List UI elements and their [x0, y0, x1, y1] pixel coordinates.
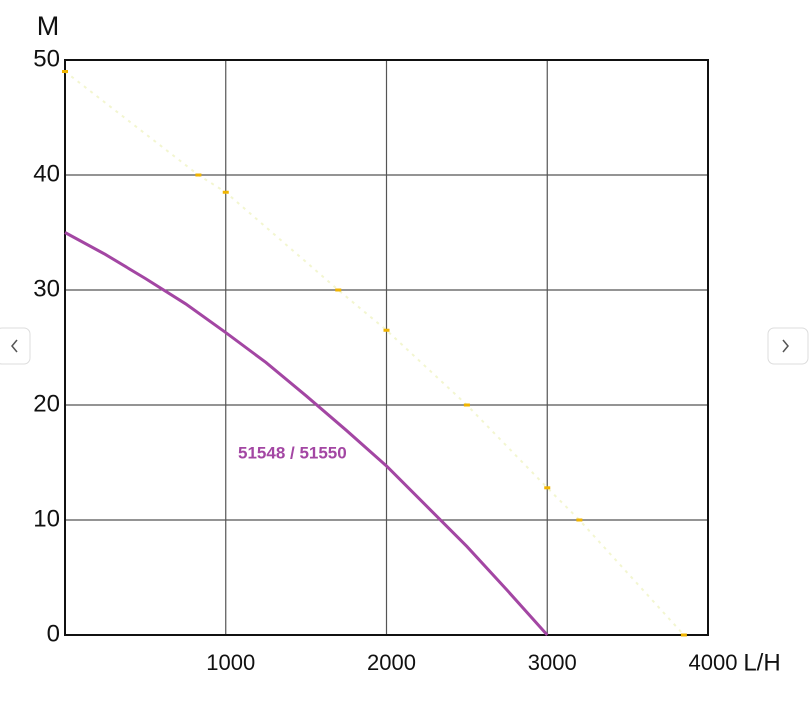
y-tick-label: 20 — [33, 390, 60, 417]
curve-point — [463, 403, 470, 407]
x-tick-label: 3000 — [528, 650, 577, 675]
curve-point — [335, 288, 342, 292]
y-tick-label: 40 — [33, 160, 60, 187]
x-axis-label: L/H — [743, 649, 780, 676]
curve-point — [62, 70, 68, 73]
plot-border — [64, 59, 709, 636]
curve-point — [576, 518, 583, 522]
curve-point — [544, 486, 551, 490]
y-tick-label: 50 — [33, 45, 60, 72]
pump-curve — [64, 231, 549, 637]
x-tick-label: 4000 — [689, 650, 738, 675]
curve-point — [680, 633, 687, 637]
next-icon — [782, 339, 789, 353]
y-tick-label: 0 — [47, 620, 60, 647]
curve-point — [222, 190, 229, 194]
prev-icon — [11, 339, 18, 353]
x-tick-label: 1000 — [206, 650, 255, 675]
prev-button[interactable] — [0, 327, 31, 365]
curve-label: 51548 / 51550 — [238, 443, 347, 462]
y-tick-label: 10 — [33, 505, 60, 532]
y-tick-label: 30 — [33, 275, 60, 302]
next-button[interactable] — [767, 327, 809, 365]
prev-button-bg[interactable] — [0, 327, 31, 365]
curve-point — [383, 328, 390, 332]
faint-curve — [64, 70, 685, 636]
x-tick-label: 2000 — [367, 650, 416, 675]
curve-point — [195, 173, 202, 177]
y-axis-label: M — [37, 11, 60, 41]
